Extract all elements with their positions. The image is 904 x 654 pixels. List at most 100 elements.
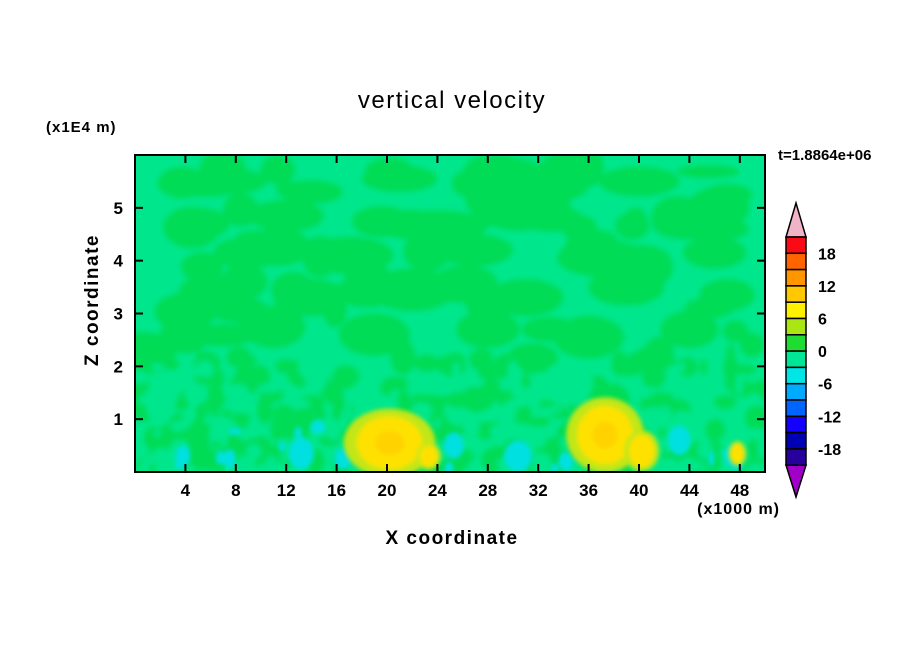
colorbar-segment [785,334,807,352]
green-speckle [135,414,153,423]
bg-speckle [489,423,514,441]
yellow-spots [343,397,747,472]
colorbar-label: -6 [818,377,832,394]
green-patch [676,165,740,178]
z-tick-label: 5 [114,199,123,218]
green-patch [451,169,487,198]
green-speckle [180,427,204,445]
green-speckle [759,385,765,400]
bg-speckle [150,409,166,428]
bg-speckle [257,383,283,393]
bg-speckle [747,462,765,472]
bg-speckle [340,412,349,432]
cyan-spot [223,449,236,469]
green-speckle [658,426,666,439]
colorbar-segment [785,317,807,336]
colorbar-segment [785,431,807,450]
bg-speckle [504,399,528,408]
x-tick-label: 48 [730,481,749,500]
green-speckle [726,343,735,370]
bg-speckle [150,363,165,372]
cyan-spot [667,425,691,456]
bg-speckle [140,457,149,472]
green-speckle [380,380,392,396]
z-tick-label: 1 [114,410,123,429]
x-tick-label: 4 [181,481,191,500]
green-speckle [475,383,504,400]
bg-speckle [297,356,314,378]
green-patch [569,155,604,188]
bg-speckle [379,356,389,380]
bg-speckle [188,371,194,392]
x-axis-units: (x1000 m) [697,501,780,518]
bg-speckle [631,390,641,412]
green-patch [684,297,735,319]
green-speckle [699,359,708,375]
x-tick-label: 20 [378,481,397,500]
green-patch [323,293,347,328]
bg-speckle [184,383,209,405]
cyan-speckle [294,426,302,439]
x-tick-label: 28 [478,481,497,500]
bg-speckle [503,375,519,383]
cyan-speckle [444,461,454,472]
green-speckle [641,366,666,388]
green-speckle [705,419,725,441]
bg-speckle [506,405,517,419]
green-patch [598,166,680,197]
colorbar-segment [785,285,807,303]
colorbar-label: 0 [818,344,827,361]
green-speckle [487,445,505,461]
cyan-speckle [550,463,559,472]
bg-speckle [545,422,558,438]
bg-speckle [452,361,460,378]
bg-speckle [577,363,600,375]
green-speckle [332,365,359,388]
green-patch [163,206,221,249]
z-axis-units: (x1E4 m) [46,119,117,136]
bg-speckle [667,464,690,472]
cyan-spot [443,432,464,459]
green-patch [484,203,554,231]
green-patch [521,317,577,342]
green-patch [432,265,499,304]
x-tick-label: 8 [231,481,240,500]
bg-speckle [323,403,334,414]
green-speckle [446,392,470,408]
green-patch [722,320,749,342]
z-tick-label: 2 [114,357,123,376]
green-patch [167,182,238,197]
x-tick-label: 36 [579,481,598,500]
green-patch [567,229,618,250]
cyan-spots [175,420,745,472]
x-tick-label: 40 [630,481,649,500]
green-speckle [397,388,410,411]
bg-speckle [579,372,594,395]
yellow-spot-core [374,431,405,455]
green-speckle [747,438,760,458]
bg-speckle [530,463,555,472]
green-patch [271,271,316,310]
green-speckle [713,395,737,409]
x-tick-label: 16 [327,481,346,500]
bg-speckle [463,464,484,472]
green-patch [644,336,675,371]
bg-speckle [570,396,588,406]
green-speckle [515,348,523,369]
green-speckle [171,431,186,442]
green-speckle [729,364,758,375]
green-speckle [413,354,440,372]
green-patch [645,249,673,284]
bg-speckle [548,364,564,373]
colorbar-bottom-arrow [784,464,808,500]
green-speckle [521,378,531,386]
bg-speckle [186,464,196,472]
green-speckle [438,359,464,367]
green-speckle [274,359,298,374]
green-patch [603,257,643,297]
green-patch [189,323,256,347]
green-patch [660,310,719,348]
green-patch [302,235,338,278]
x-tick-label: 32 [529,481,548,500]
